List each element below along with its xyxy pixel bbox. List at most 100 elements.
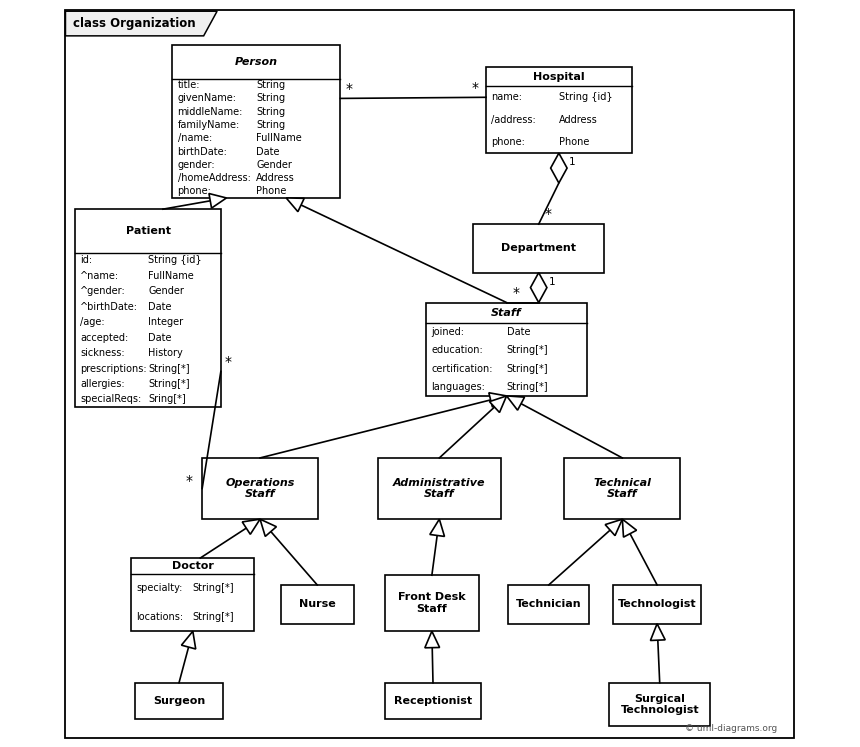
Text: /homeAddress:: /homeAddress: — [177, 173, 250, 183]
Text: joined:: joined: — [432, 327, 464, 337]
Text: Department: Department — [501, 244, 576, 253]
Text: givenName:: givenName: — [177, 93, 237, 103]
Text: Integer: Integer — [148, 317, 183, 327]
Text: education:: education: — [432, 345, 483, 356]
Text: Date: Date — [148, 302, 171, 311]
Text: Phone: Phone — [256, 186, 286, 196]
FancyBboxPatch shape — [473, 224, 604, 273]
Text: © uml-diagrams.org: © uml-diagrams.org — [685, 724, 777, 733]
Polygon shape — [623, 519, 636, 537]
FancyBboxPatch shape — [135, 683, 223, 719]
FancyBboxPatch shape — [65, 10, 794, 738]
FancyBboxPatch shape — [508, 585, 589, 624]
Text: accepted:: accepted: — [80, 332, 129, 343]
FancyBboxPatch shape — [564, 458, 680, 519]
Text: String: String — [256, 107, 286, 117]
Text: String[*]: String[*] — [193, 583, 235, 593]
Text: Date: Date — [148, 332, 171, 343]
Polygon shape — [507, 396, 525, 410]
Text: phone:: phone: — [491, 137, 525, 147]
Text: prescriptions:: prescriptions: — [80, 364, 147, 374]
Text: String[*]: String[*] — [507, 345, 548, 356]
Text: Administrative
Staff: Administrative Staff — [393, 478, 486, 499]
Text: birthDate:: birthDate: — [177, 146, 227, 157]
FancyBboxPatch shape — [609, 683, 710, 726]
Polygon shape — [243, 519, 260, 534]
Text: String {id}: String {id} — [148, 255, 201, 265]
Text: specialReqs:: specialReqs: — [80, 394, 142, 404]
Polygon shape — [550, 153, 567, 183]
Text: Date: Date — [256, 146, 280, 157]
Text: Nurse: Nurse — [298, 599, 335, 610]
Text: Receptionist: Receptionist — [394, 695, 472, 706]
Text: *: * — [544, 207, 551, 221]
Text: Doctor: Doctor — [172, 561, 214, 571]
Text: /age:: /age: — [80, 317, 105, 327]
Text: FullName: FullName — [148, 271, 194, 281]
FancyBboxPatch shape — [280, 585, 353, 624]
Text: name:: name: — [491, 93, 522, 102]
Text: 1: 1 — [549, 276, 555, 287]
FancyBboxPatch shape — [132, 558, 255, 631]
Text: String {id}: String {id} — [559, 93, 612, 102]
Text: /name:: /name: — [177, 133, 212, 143]
Text: *: * — [513, 285, 519, 300]
Polygon shape — [286, 198, 304, 211]
Text: gender:: gender: — [177, 160, 215, 170]
Text: languages:: languages: — [432, 382, 485, 392]
Polygon shape — [430, 519, 445, 536]
Text: Gender: Gender — [256, 160, 292, 170]
Text: Address: Address — [256, 173, 295, 183]
Text: FullName: FullName — [256, 133, 302, 143]
Text: 1: 1 — [568, 157, 575, 167]
Text: ^birthDate:: ^birthDate: — [80, 302, 138, 311]
Text: title:: title: — [177, 80, 200, 90]
Polygon shape — [488, 393, 507, 407]
FancyBboxPatch shape — [486, 67, 632, 153]
Text: String[*]: String[*] — [507, 382, 548, 392]
Text: History: History — [148, 348, 183, 358]
Polygon shape — [65, 11, 217, 36]
FancyBboxPatch shape — [202, 458, 318, 519]
Text: String: String — [256, 120, 286, 130]
Text: String[*]: String[*] — [193, 612, 235, 622]
Text: Sring[*]: Sring[*] — [148, 394, 186, 404]
Text: ^gender:: ^gender: — [80, 286, 126, 297]
Text: locations:: locations: — [137, 612, 183, 622]
Text: Person: Person — [235, 57, 278, 66]
Text: familyName:: familyName: — [177, 120, 240, 130]
FancyBboxPatch shape — [172, 45, 341, 198]
Polygon shape — [531, 273, 547, 303]
Text: Patient: Patient — [126, 226, 170, 236]
Text: /address:: /address: — [491, 114, 536, 125]
FancyBboxPatch shape — [385, 575, 478, 631]
Text: *: * — [471, 81, 478, 95]
Text: *: * — [346, 82, 353, 96]
FancyBboxPatch shape — [427, 303, 587, 396]
Text: middleName:: middleName: — [177, 107, 243, 117]
Polygon shape — [260, 519, 276, 536]
Text: Phone: Phone — [559, 137, 589, 147]
Polygon shape — [650, 624, 665, 640]
Text: String[*]: String[*] — [148, 379, 190, 389]
FancyBboxPatch shape — [385, 683, 481, 719]
Text: Staff: Staff — [491, 308, 522, 317]
Text: *: * — [224, 356, 231, 369]
Text: ^name:: ^name: — [80, 271, 120, 281]
Text: allergies:: allergies: — [80, 379, 125, 389]
Text: class Organization: class Organization — [73, 17, 196, 30]
Text: Technical
Staff: Technical Staff — [593, 478, 651, 499]
Text: Front Desk
Staff: Front Desk Staff — [398, 592, 465, 614]
Text: String[*]: String[*] — [507, 364, 548, 374]
Text: Hospital: Hospital — [533, 72, 585, 81]
Polygon shape — [489, 396, 507, 412]
Text: Gender: Gender — [148, 286, 184, 297]
FancyBboxPatch shape — [613, 585, 701, 624]
Text: specialty:: specialty: — [137, 583, 183, 593]
Polygon shape — [425, 631, 439, 648]
Text: Technologist: Technologist — [617, 599, 697, 610]
Text: Technician: Technician — [516, 599, 581, 610]
Text: Date: Date — [507, 327, 530, 337]
FancyBboxPatch shape — [75, 209, 221, 407]
Polygon shape — [209, 193, 226, 208]
